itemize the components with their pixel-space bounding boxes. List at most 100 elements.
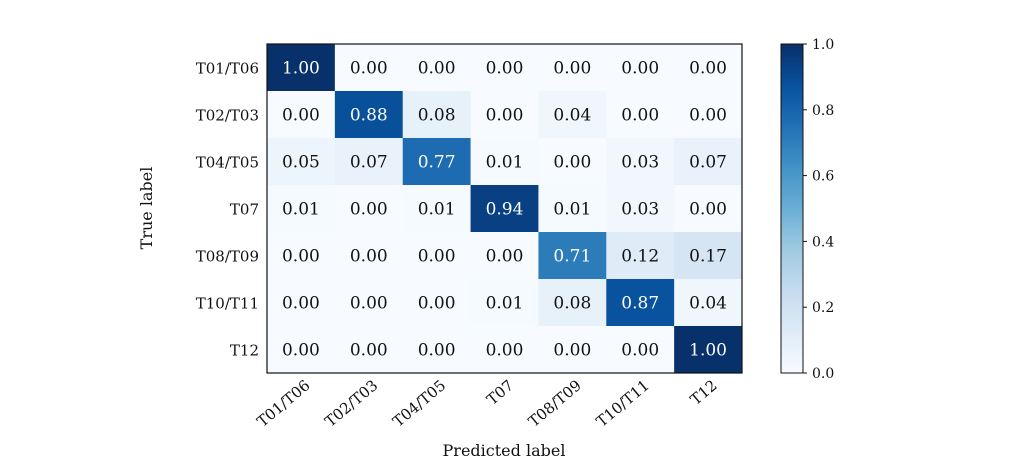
- heatmap-cell-r6-c5: [606, 326, 675, 374]
- cell-value-label: 0.04: [689, 294, 727, 314]
- x-tick-label: T04/T05: [389, 376, 449, 430]
- heatmap-cell-r0-c1: [334, 44, 404, 92]
- cell-value-label: 0.01: [282, 200, 320, 220]
- cell-value-label: 0.05: [282, 153, 320, 173]
- cell-value-label: 0.07: [689, 153, 727, 173]
- cell-value-label: 0.00: [486, 247, 524, 267]
- x-tick-label: T08/T09: [525, 376, 585, 430]
- cell-value-label: 0.08: [553, 294, 591, 314]
- heatmap-cell-r5-c1: [334, 279, 404, 327]
- cell-value-label: 0.00: [621, 59, 659, 79]
- x-tick-label: T12: [687, 376, 721, 408]
- heatmap-cell-r2-c6: [674, 138, 743, 186]
- cell-value-label: 0.00: [621, 106, 659, 126]
- heatmap-cells: [267, 44, 743, 374]
- x-axis-label: Predicted label: [443, 441, 566, 460]
- x-tick-label: T07: [483, 376, 517, 408]
- heatmap-cell-r3-c4: [538, 185, 607, 233]
- cell-value-label: 0.87: [621, 294, 659, 314]
- cell-value-label: 0.00: [553, 59, 591, 79]
- cell-value-label: 0.04: [553, 106, 591, 126]
- cell-value-label: 0.00: [418, 59, 456, 79]
- cell-value-label: 0.12: [621, 247, 659, 267]
- cell-value-label: 0.00: [418, 247, 456, 267]
- heatmap-cell-r1-c5: [606, 91, 675, 139]
- heatmap-cell-r6-c4: [538, 326, 607, 374]
- heatmap-cell-r2-c3: [470, 138, 539, 186]
- x-tick-labels: T01/T06 T02/T03 T04/T05 T07 T08/T09 T10/T11 T1…: [253, 376, 720, 430]
- cell-value-label: 0.00: [486, 59, 524, 79]
- heatmap-cell-r2-c5: [606, 138, 675, 186]
- heatmap-cell-r5-c6: [674, 279, 743, 327]
- y-tick-label: T07: [230, 201, 259, 219]
- cell-value-label: 0.00: [282, 294, 320, 314]
- heatmap-cell-r6-c6: [674, 326, 743, 374]
- heatmap-cell-r4-c0: [267, 232, 336, 280]
- cell-value-label: 0.00: [350, 200, 388, 220]
- heatmap-cell-r1-c6: [674, 91, 743, 139]
- heatmap-cell-r0-c4: [538, 44, 607, 92]
- colorbar: [780, 43, 804, 374]
- x-tick-label: T02/T03: [321, 376, 381, 430]
- y-tick-label: T10/T11: [196, 295, 259, 313]
- cell-value-label: 0.08: [418, 106, 456, 126]
- colorbar-tick-label: 0.2: [812, 300, 834, 316]
- cell-value-label: 0.00: [486, 106, 524, 126]
- cell-value-label: 1.00: [689, 341, 727, 361]
- heatmap-cell-r6-c2: [402, 326, 472, 374]
- heatmap-cell-r4-c5: [606, 232, 675, 280]
- heatmap-cell-r1-c1: [334, 91, 404, 139]
- heatmap-cell-r2-c1: [334, 138, 404, 186]
- heatmap-cell-r1-c4: [538, 91, 607, 139]
- cell-value-label: 0.03: [621, 153, 659, 173]
- cell-value-label: 0.00: [486, 341, 524, 361]
- heatmap-cell-r1-c3: [470, 91, 539, 139]
- heatmap-cell-r2-c4: [538, 138, 607, 186]
- cell-value-label: 0.00: [282, 341, 320, 361]
- heatmap-cell-r0-c0: [267, 44, 336, 92]
- cell-value-label: 0.01: [418, 200, 456, 220]
- cell-value-label: 0.00: [553, 153, 591, 173]
- heatmap-cell-r4-c1: [334, 232, 404, 280]
- heatmap-cell-r3-c3: [470, 185, 539, 233]
- y-tick-label: T04/T05: [196, 154, 259, 172]
- heatmap-cell-r2-c2: [402, 138, 472, 186]
- colorbar-tick-label: 0.0: [812, 366, 834, 382]
- heatmap-cell-r3-c6: [674, 185, 743, 233]
- y-axis-label: True label: [137, 167, 156, 250]
- heatmap-cell-r3-c5: [606, 185, 675, 233]
- plot-frame: [266, 43, 743, 374]
- cell-value-label: 1.00: [282, 59, 320, 79]
- colorbar-tick-label: 1.0: [812, 37, 834, 53]
- cell-value-label: 0.94: [486, 200, 524, 220]
- heatmap-cell-r5-c2: [402, 279, 472, 327]
- heatmap-cell-r0-c3: [470, 44, 539, 92]
- colorbar-tick-label: 0.8: [812, 103, 834, 119]
- cell-value-label: 0.00: [553, 341, 591, 361]
- y-tick-label: T12: [230, 342, 259, 360]
- heatmap-cell-r6-c1: [334, 326, 404, 374]
- cell-value-label: 0.00: [350, 341, 388, 361]
- colorbar-tick-label: 0.4: [812, 234, 834, 250]
- heatmap-cell-r1-c2: [402, 91, 472, 139]
- heatmap-cell-r3-c1: [334, 185, 404, 233]
- heatmap-cell-r4-c2: [402, 232, 472, 280]
- heatmap-cell-r0-c5: [606, 44, 675, 92]
- heatmap-cell-r4-c3: [470, 232, 539, 280]
- y-tick-labels: T01/T06 T02/T03 T04/T05 T07 T08/T09 T10/T11 T1…: [196, 60, 259, 360]
- heatmap-cell-r3-c2: [402, 185, 472, 233]
- heatmap-cell-r4-c6: [674, 232, 743, 280]
- heatmap-cell-r1-c0: [267, 91, 336, 139]
- heatmap-cell-r5-c3: [470, 279, 539, 327]
- cell-value-label: 0.00: [418, 341, 456, 361]
- cell-value-label: 0.00: [689, 200, 727, 220]
- cell-value-label: 0.00: [282, 247, 320, 267]
- heatmap-cell-r5-c5: [606, 279, 675, 327]
- heatmap-cell-r0-c6: [674, 44, 743, 92]
- heatmap-cell-r6-c3: [470, 326, 539, 374]
- cell-value-label: 0.00: [350, 294, 388, 314]
- heatmap-cell-labels: 1.00 0.00 0.00 0.00 0.00 0.00 0.00 0.00 0.88 0.08…: [282, 59, 727, 361]
- cell-value-label: 0.88: [350, 106, 388, 126]
- heatmap-cell-r0-c2: [402, 44, 472, 92]
